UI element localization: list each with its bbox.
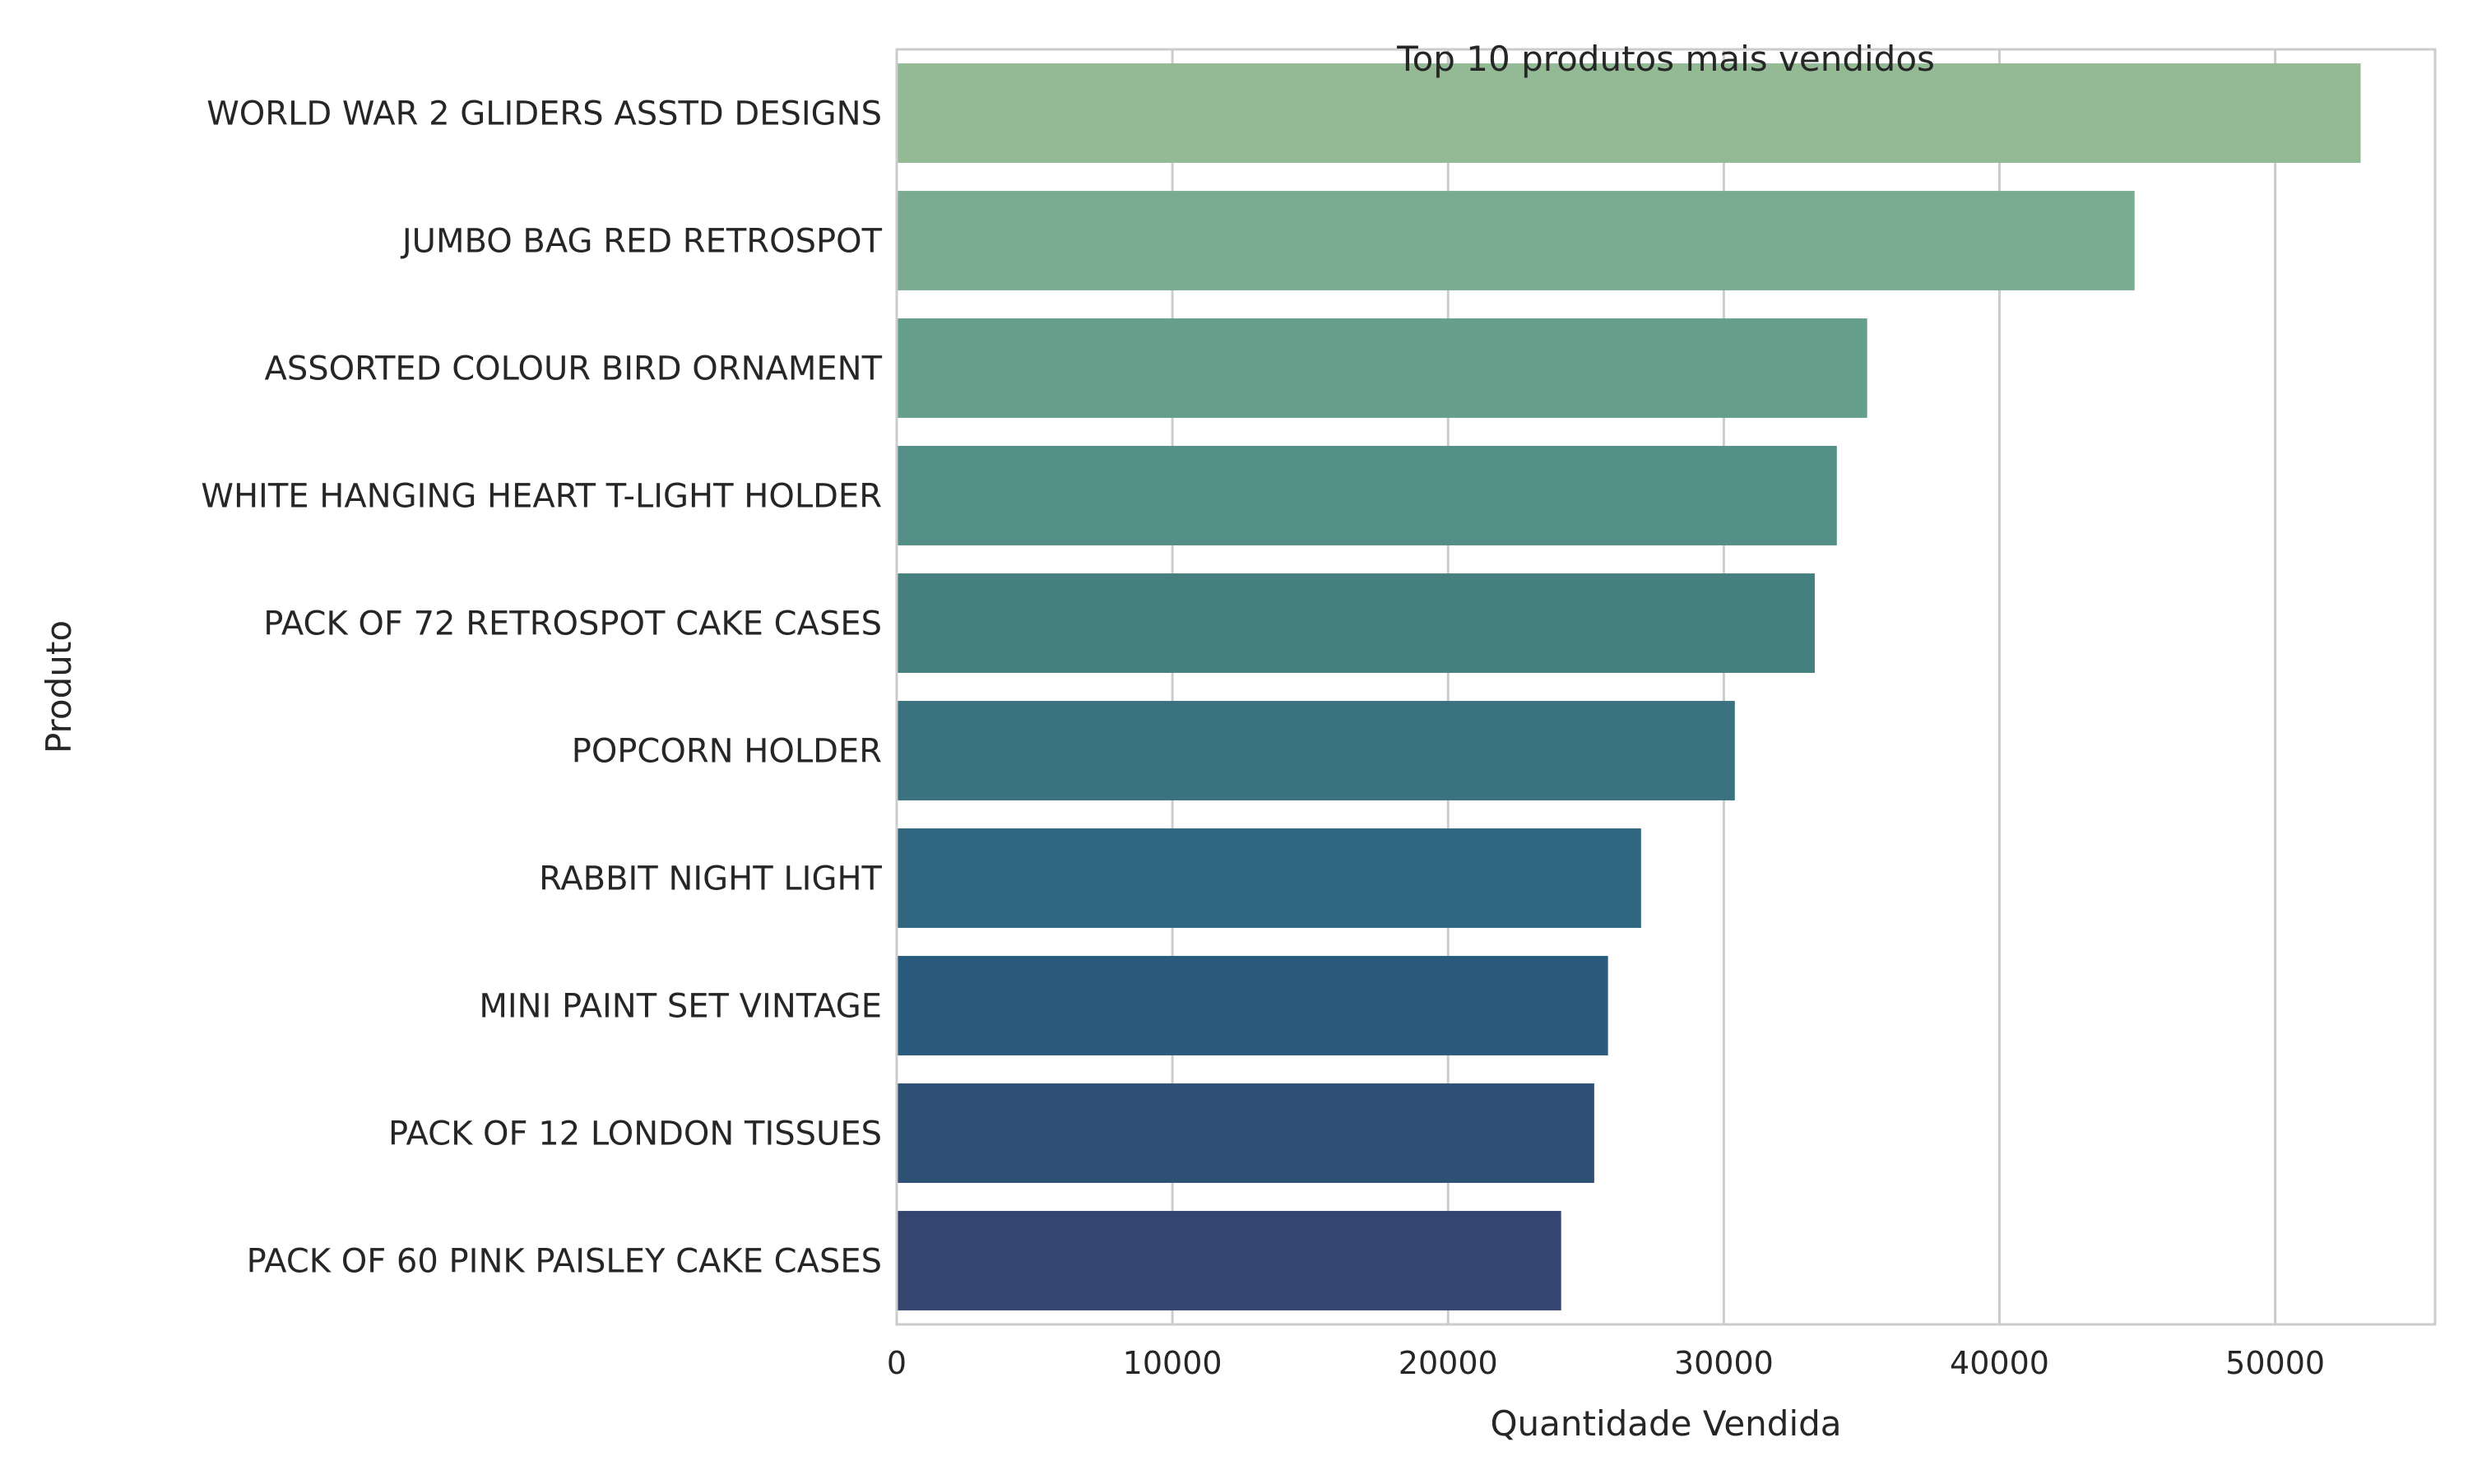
plot-frame <box>895 48 2437 1326</box>
y-axis-label: Produto <box>39 620 79 754</box>
bar <box>897 573 1815 673</box>
chart-title: Top 10 produtos mais vendidos <box>1396 39 1935 79</box>
bar <box>897 63 2361 163</box>
bar <box>897 828 1641 928</box>
bar <box>897 446 1837 545</box>
y-tick-label: RABBIT NIGHT LIGHT <box>539 860 882 898</box>
y-tick-label: WORLD WAR 2 GLIDERS ASSTD DESIGNS <box>206 95 882 133</box>
y-tick-labels: WORLD WAR 2 GLIDERS ASSTD DESIGNS JUMBO B… <box>201 95 882 1281</box>
bar <box>897 1211 1561 1310</box>
x-tick-labels: 0 10000 20000 30000 40000 50000 <box>887 1345 2325 1381</box>
x-axis-label: Quantidade Vendida <box>1490 1403 1841 1444</box>
bar <box>897 318 1867 418</box>
x-tick-label: 30000 <box>1674 1345 1774 1381</box>
y-tick-label: PACK OF 72 RETROSPOT CAKE CASES <box>263 605 882 643</box>
y-tick-label: MINI PAINT SET VINTAGE <box>479 988 882 1026</box>
x-tick-label: 20000 <box>1399 1345 1498 1381</box>
bar <box>897 701 1735 800</box>
x-tick-label: 40000 <box>1950 1345 2049 1381</box>
x-tick-label: 10000 <box>1123 1345 1222 1381</box>
bar-layer <box>897 63 2361 1310</box>
bar <box>897 956 1608 1055</box>
y-tick-label: WHITE HANGING HEART T-LIGHT HOLDER <box>201 478 882 516</box>
x-tick-label: 0 <box>887 1345 907 1381</box>
x-tick-label: 50000 <box>2225 1345 2325 1381</box>
y-tick-label: POPCORN HOLDER <box>572 733 882 771</box>
y-tick-label: ASSORTED COLOUR BIRD ORNAMENT <box>264 350 882 388</box>
bar <box>897 1083 1594 1183</box>
y-tick-label: PACK OF 60 PINK PAISLEY CAKE CASES <box>247 1243 882 1281</box>
bar <box>897 191 2135 290</box>
y-tick-label: JUMBO BAG RED RETROSPOT <box>400 223 883 261</box>
y-tick-label: PACK OF 12 LONDON TISSUES <box>388 1115 882 1153</box>
